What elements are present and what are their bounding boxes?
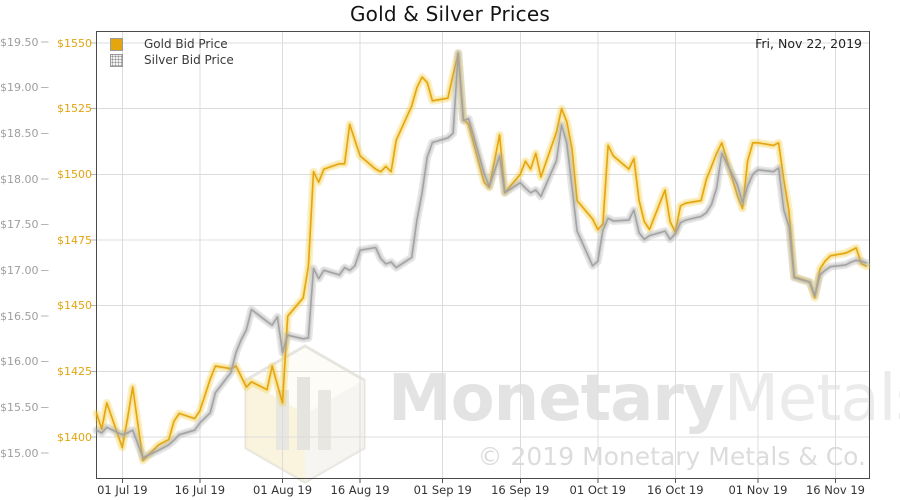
watermark-brand-light: Metals [723,362,900,436]
watermark-copyright: © 2019 Monetary Metals & Co. [477,442,866,471]
watermark-brand-bold: Monetary [388,362,725,436]
